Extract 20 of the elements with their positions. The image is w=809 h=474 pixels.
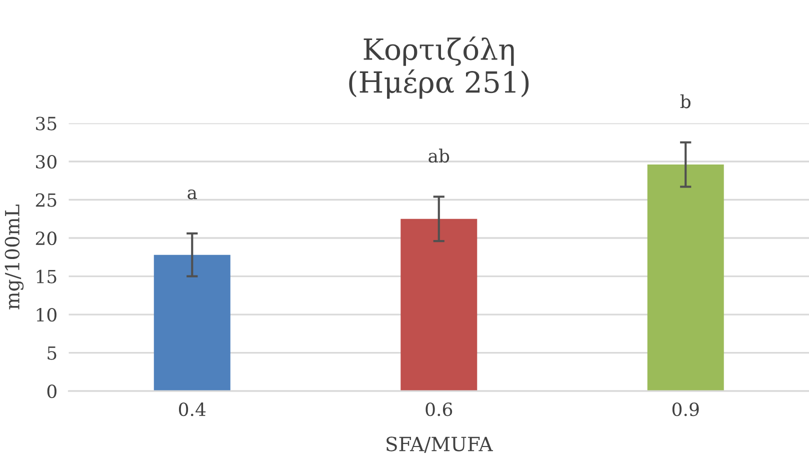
y-tick-label: 0 <box>47 384 56 398</box>
chart-title: Κορτιζόλη (Ημέρα 251) <box>349 36 529 99</box>
bar <box>647 164 724 392</box>
y-tick-label: 25 <box>36 193 56 207</box>
y-tick-label: 5 <box>48 346 56 360</box>
y-tick-label: 35 <box>36 116 56 130</box>
text: b <box>680 94 690 108</box>
bar <box>400 218 478 392</box>
x-axis-title: SFA/MUFA <box>386 436 493 453</box>
x-tick-label: 0.4 <box>178 402 206 416</box>
y-tick-label: 10 <box>36 308 56 322</box>
y-tick-label: 15 <box>36 270 56 284</box>
y-axis-title: mg/100mL <box>4 204 24 310</box>
y-tick-label: 30 <box>36 154 56 169</box>
bar <box>154 254 230 392</box>
annotation: ab <box>428 148 450 163</box>
x-tick-label: 0.9 <box>672 402 699 416</box>
y-tick-label: 20 <box>36 231 56 246</box>
annotation: a <box>188 189 198 200</box>
x-tick-label: 0.6 <box>426 402 452 416</box>
